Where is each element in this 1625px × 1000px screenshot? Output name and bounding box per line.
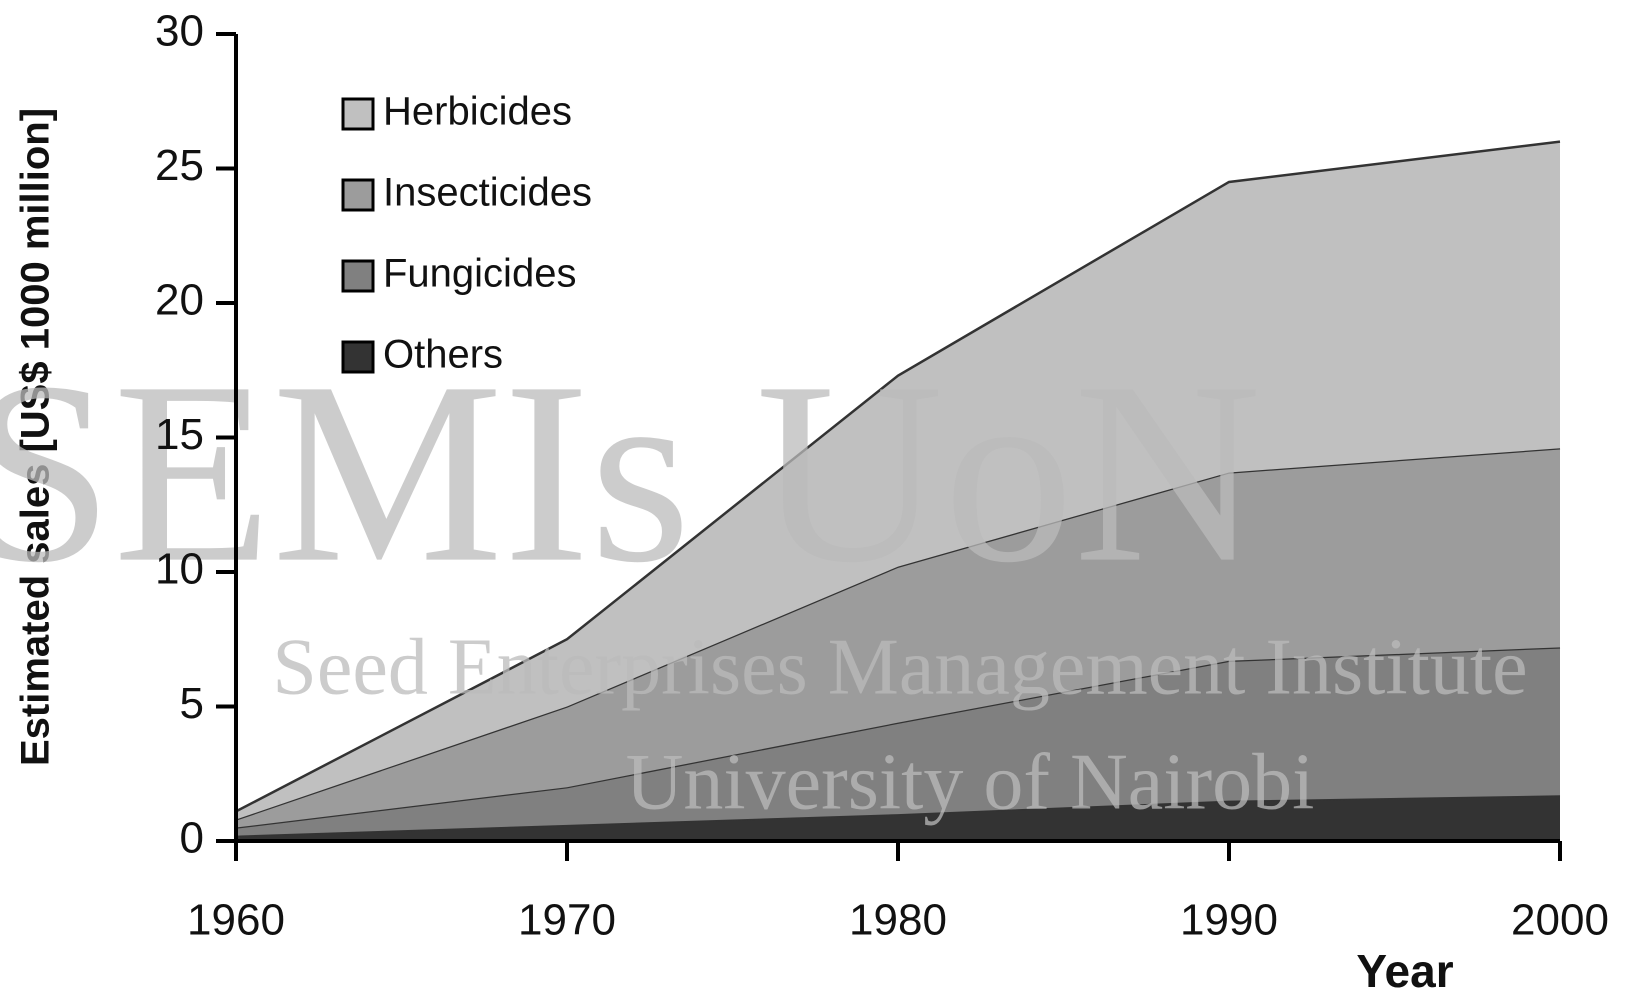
- legend-label: Others: [383, 333, 503, 377]
- y-axis-label: Estimated sales [US$ 1000 million]: [14, 108, 58, 766]
- y-tick-label: 0: [180, 814, 204, 863]
- y-tick-label: 10: [155, 545, 204, 594]
- legend-swatch: [341, 340, 375, 374]
- y-tick-label: 20: [155, 276, 204, 325]
- legend-label: Fungicides: [383, 252, 576, 296]
- area: [236, 448, 1560, 828]
- x-tick-label: 2000: [1511, 896, 1609, 945]
- x-axis-label: Year: [1356, 945, 1453, 997]
- x-tick-label: 1990: [1180, 896, 1278, 945]
- y-tick-label: 5: [180, 679, 204, 728]
- y-tick-label: 25: [155, 141, 204, 190]
- y-tick-label: 30: [155, 7, 204, 56]
- area: [236, 795, 1560, 841]
- area: [236, 647, 1560, 836]
- area: [236, 141, 1560, 820]
- y-tick-label: 15: [155, 410, 204, 459]
- x-tick-label: 1980: [849, 896, 947, 945]
- watermark: University of Nairobi: [626, 738, 1315, 826]
- x-tick-label: 1970: [518, 896, 616, 945]
- watermark: SEMIs UoN: [0, 329, 1261, 617]
- legend-label: Herbicides: [383, 90, 572, 134]
- legend-label: Insecticides: [383, 171, 592, 215]
- legend-swatch: [341, 97, 375, 131]
- area-edge: [235, 140, 1561, 813]
- legend-swatch: [341, 178, 375, 212]
- legend-swatch: [341, 259, 375, 293]
- watermark: Seed Enterprises Management Institute: [272, 623, 1527, 711]
- x-tick-label: 1960: [187, 896, 285, 945]
